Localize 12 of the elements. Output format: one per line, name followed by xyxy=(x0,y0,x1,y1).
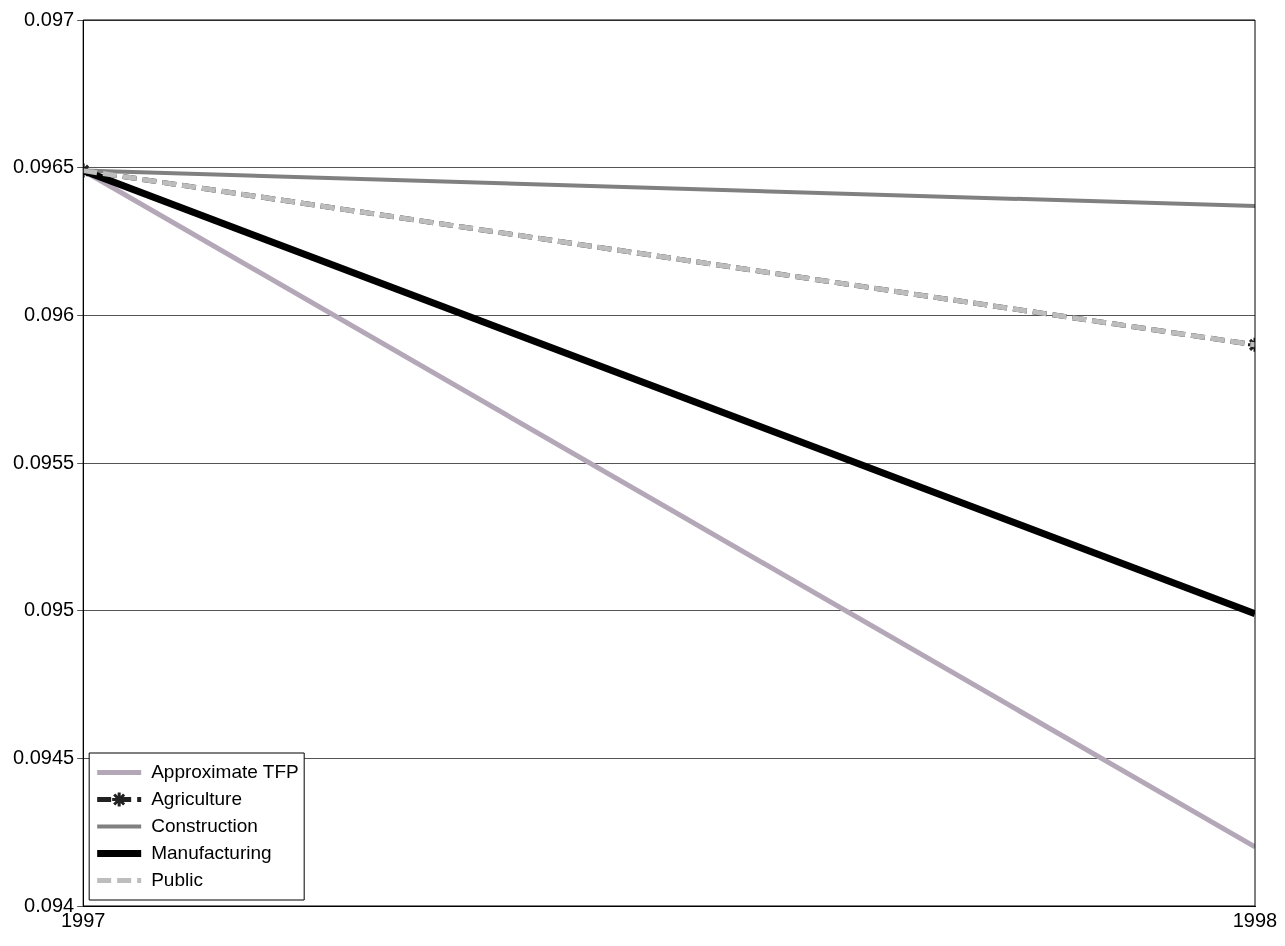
legend-label: Construction xyxy=(151,814,258,836)
y-tick-label: 0.097 xyxy=(24,7,75,30)
y-tick-label: 0.096 xyxy=(24,302,75,325)
legend-label: Public xyxy=(151,868,203,890)
y-tick-label: 0.0965 xyxy=(13,155,75,178)
legend-label: Manufacturing xyxy=(151,841,272,863)
legend-label: Approximate TFP xyxy=(151,760,299,782)
x-tick-label: 1998 xyxy=(1232,908,1278,931)
legend-label: Agriculture xyxy=(151,787,242,809)
y-tick-label: 0.095 xyxy=(24,598,75,621)
y-tick-label: 0.0955 xyxy=(13,450,75,473)
y-tick-label: 0.0945 xyxy=(13,745,75,768)
